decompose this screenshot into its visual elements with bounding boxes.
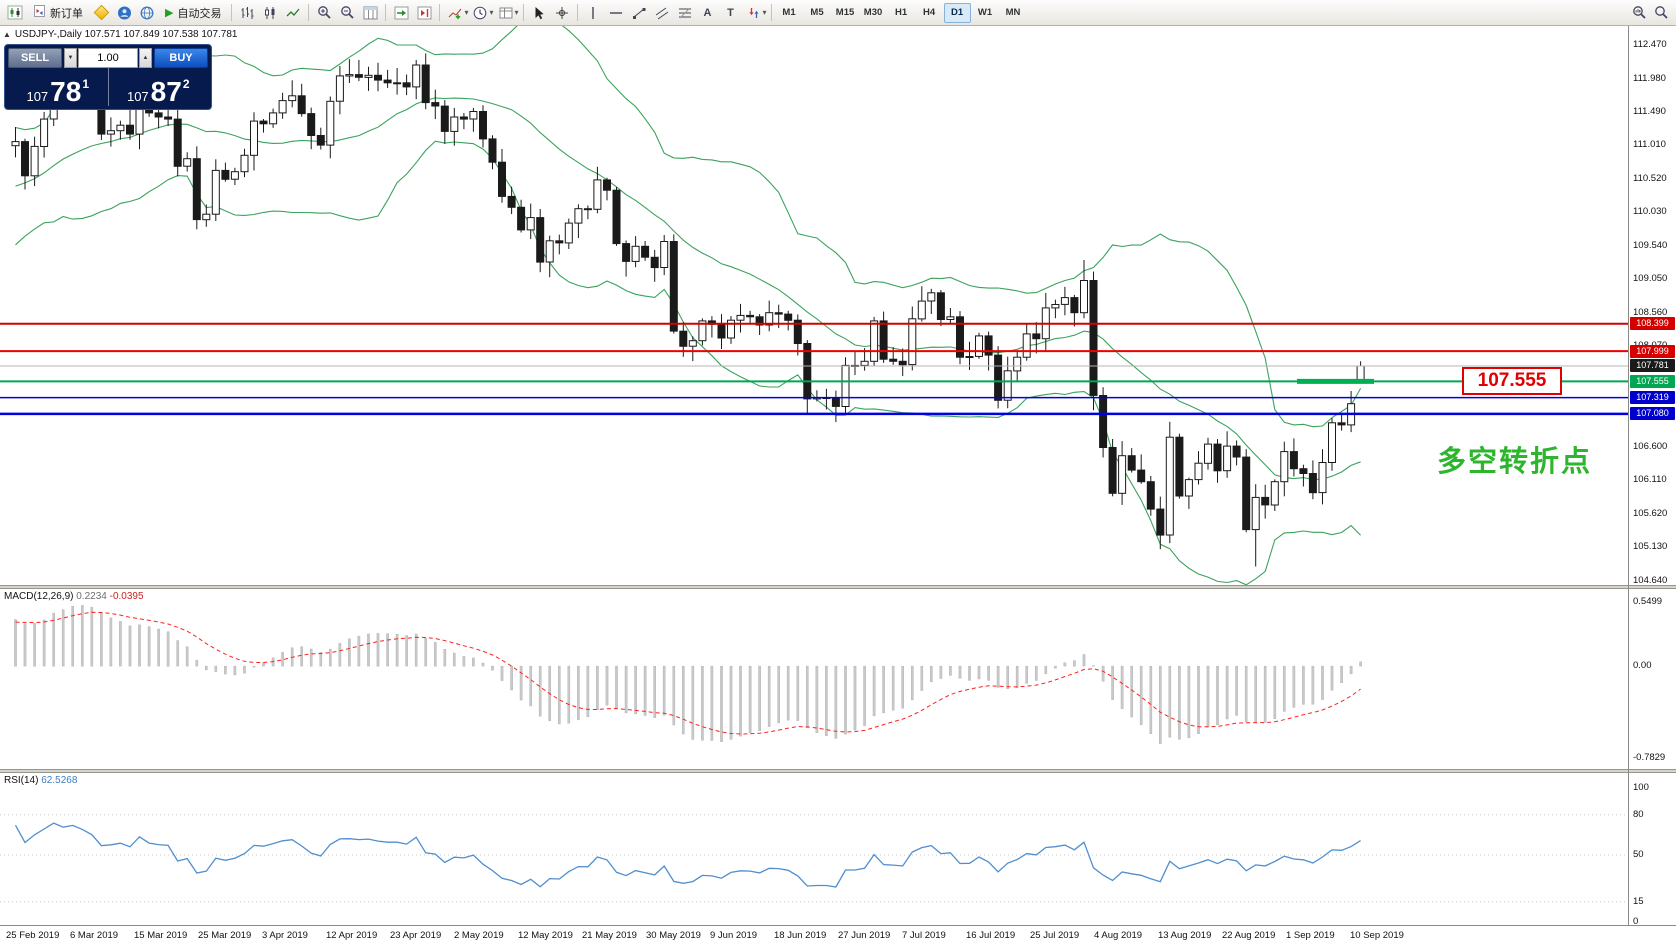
line-chart-icon[interactable]: [282, 3, 304, 23]
timeframe-w1[interactable]: W1: [977, 7, 993, 18]
date-label: 23 Apr 2019: [390, 930, 442, 941]
date-label: 12 Apr 2019: [326, 930, 378, 941]
timeframe-h4[interactable]: H4: [922, 7, 936, 18]
oneclick-trade-panel: SELL ▼ ▲ BUY 107 78 1 107 87 2: [4, 44, 212, 110]
date-label: 12 May 2019: [518, 930, 573, 941]
date-label: 21 May 2019: [582, 930, 637, 941]
date-label: 27 Jun 2019: [838, 930, 891, 941]
templates-icon[interactable]: [495, 3, 517, 23]
volume-decrease-button[interactable]: ▼: [64, 48, 77, 68]
date-label: 15 Mar 2019: [134, 930, 188, 941]
date-label: 18 Jun 2019: [774, 930, 827, 941]
line-tools-dropdown-icon[interactable]: ▾: [762, 8, 767, 17]
bar-chart-icon[interactable]: [236, 3, 258, 23]
rsi-canvas[interactable]: [0, 773, 1628, 925]
metaeditor-icon[interactable]: [90, 3, 112, 23]
buy-price[interactable]: 107 87 2: [107, 68, 209, 106]
sell-button[interactable]: SELL: [8, 48, 62, 68]
date-label: 22 Aug 2019: [1222, 930, 1276, 941]
trendline-icon[interactable]: [628, 3, 650, 23]
text-label-icon[interactable]: T: [727, 6, 734, 19]
date-label: 3 Apr 2019: [262, 930, 308, 941]
candlestick-chart-icon[interactable]: [259, 3, 281, 23]
market-icon[interactable]: [136, 3, 158, 23]
date-label: 25 Mar 2019: [198, 930, 252, 941]
date-label: 2 May 2019: [454, 930, 504, 941]
periods-dropdown-icon[interactable]: ▾: [489, 8, 494, 17]
timeframe-d1[interactable]: D1: [943, 2, 971, 23]
symbol-info: ▲ USDJPY-,Daily 107.571 107.849 107.538 …: [3, 29, 238, 40]
timeframe-toolbar: M1 M5 M15 M30 H1 H4 D1 W1 MN: [776, 2, 1028, 23]
autotrading-play-icon: ▶: [165, 7, 174, 19]
chart-window: ▲ USDJPY-,Daily 107.571 107.849 107.538 …: [0, 26, 1676, 946]
date-label: 7 Jul 2019: [902, 930, 946, 941]
sell-price[interactable]: 107 78 1: [26, 76, 90, 108]
text-icon[interactable]: A: [703, 6, 712, 19]
fibonacci-icon[interactable]: [674, 3, 696, 23]
equidistant-channel-icon[interactable]: [651, 3, 673, 23]
new-order-icon: [33, 4, 46, 21]
oneclick-toggle-icon[interactable]: ▲: [3, 30, 11, 39]
zoom-in-icon[interactable]: [313, 3, 335, 23]
new-order-button[interactable]: 新订单: [27, 3, 89, 23]
autotrading-label: 自动交易: [177, 7, 222, 20]
macd-panel[interactable]: MACD(12,26,9) 0.2234 -0.0395: [0, 589, 1676, 769]
date-label: 1 Sep 2019: [1286, 930, 1335, 941]
cursor-icon[interactable]: [528, 3, 550, 23]
rsi-panel[interactable]: RSI(14) 62.5268: [0, 773, 1676, 925]
indicators-icon[interactable]: [444, 3, 466, 23]
indicators-dropdown-icon[interactable]: ▾: [464, 8, 469, 17]
periods-icon[interactable]: [469, 3, 491, 23]
volume-input[interactable]: [78, 48, 138, 68]
search-icon[interactable]: [1650, 3, 1672, 23]
timeframe-m1[interactable]: M1: [782, 7, 796, 18]
macd-canvas[interactable]: [0, 589, 1628, 769]
price-callout-label[interactable]: 107.555: [1462, 367, 1562, 395]
zoom-out-icon[interactable]: [336, 3, 358, 23]
tile-windows-icon[interactable]: [359, 3, 381, 23]
rsi-label: RSI(14) 62.5268: [4, 775, 78, 786]
panel-separator[interactable]: [0, 585, 1676, 589]
chart-shift-icon[interactable]: [413, 3, 435, 23]
templates-dropdown-icon[interactable]: ▾: [514, 8, 519, 17]
buy-button[interactable]: BUY: [154, 48, 208, 68]
symbol-title: USDJPY-,Daily 107.571 107.849 107.538 10…: [14, 29, 238, 40]
timeframe-mn[interactable]: MN: [1005, 7, 1021, 18]
auto-scroll-icon[interactable]: [390, 3, 412, 23]
timeframe-m30[interactable]: M30: [863, 7, 883, 18]
community-icon[interactable]: [113, 3, 135, 23]
macd-label: MACD(12,26,9) 0.2234 -0.0395: [4, 591, 144, 602]
date-label: 30 May 2019: [646, 930, 701, 941]
time-axis[interactable]: 25 Feb 2019 6 Mar 2019 15 Mar 2019 25 Mar 2…: [0, 925, 1676, 946]
arrows-icon[interactable]: [743, 3, 765, 23]
find-symbol-icon[interactable]: [1628, 3, 1650, 23]
date-label: 9 Jun 2019: [710, 930, 758, 941]
turning-point-annotation[interactable]: 多空转折点: [1437, 446, 1593, 478]
timeframe-h1[interactable]: H1: [894, 7, 908, 18]
vertical-line-icon[interactable]: [582, 3, 604, 23]
autotrading-button[interactable]: ▶ 自动交易: [159, 3, 227, 23]
new-order-label: 新订单: [50, 7, 83, 20]
volume-increase-button[interactable]: ▲: [139, 48, 152, 68]
panel-separator[interactable]: [0, 769, 1676, 773]
main-chart-panel[interactable]: ▲ USDJPY-,Daily 107.571 107.849 107.538 …: [0, 26, 1676, 585]
timeframe-m15[interactable]: M15: [835, 7, 855, 18]
date-label: 10 Sep 2019: [1350, 930, 1404, 941]
date-label: 25 Jul 2019: [1030, 930, 1080, 941]
timeframe-m5[interactable]: M5: [810, 7, 824, 18]
toolbar: 新订单 ▶ 自动交易 ▾ ▾ ▾: [0, 0, 1676, 26]
date-label: 4 Aug 2019: [1094, 930, 1143, 941]
date-label: 25 Feb 2019: [6, 930, 60, 941]
chart-window-icon[interactable]: [4, 3, 26, 23]
date-label: 16 Jul 2019: [966, 930, 1016, 941]
date-label: 6 Mar 2019: [70, 930, 119, 941]
date-label: 13 Aug 2019: [1158, 930, 1212, 941]
horizontal-line-icon[interactable]: [605, 3, 627, 23]
crosshair-icon[interactable]: [551, 3, 573, 23]
main-chart-canvas[interactable]: [0, 26, 1628, 585]
